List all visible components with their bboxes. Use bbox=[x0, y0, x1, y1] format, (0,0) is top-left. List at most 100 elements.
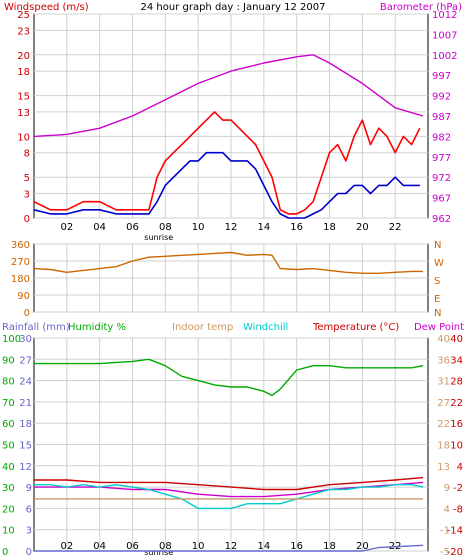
humidity-tick-label: 30 bbox=[2, 483, 15, 494]
direction-tick-label: 180 bbox=[11, 274, 30, 285]
indoor-tick-label: 9 bbox=[444, 483, 450, 494]
temp-tick-label: 34 bbox=[450, 355, 463, 366]
wind-tick-label: 18 bbox=[17, 67, 30, 78]
temp-hour-label: 02 bbox=[60, 541, 73, 552]
compass-label: N bbox=[434, 308, 441, 319]
temp-hour-label: 04 bbox=[93, 541, 106, 552]
rain-tick-label: 21 bbox=[19, 398, 32, 409]
temp-hour-label: 18 bbox=[323, 541, 336, 552]
baro-tick-label: 992 bbox=[432, 92, 451, 103]
humidity-line bbox=[34, 358, 424, 397]
indoor-tick-label: 22 bbox=[437, 419, 450, 430]
baro-axis-title: Barometer (hPa) bbox=[380, 2, 462, 13]
baro-tick-label: 987 bbox=[432, 112, 451, 123]
wind-tick-label: 8 bbox=[24, 149, 30, 160]
compass-label: N bbox=[434, 240, 441, 251]
indoor-tick-label: 18 bbox=[437, 441, 450, 452]
indoor-tick-label: 27 bbox=[437, 398, 450, 409]
wind-tick-label: 23 bbox=[17, 26, 30, 37]
rain-tick-label: 24 bbox=[19, 377, 32, 388]
temp-tick-label: 28 bbox=[450, 377, 463, 388]
temp-tick-label: 16 bbox=[450, 419, 463, 430]
rain-tick-label: 18 bbox=[19, 419, 32, 430]
temp-hour-label: 12 bbox=[225, 541, 238, 552]
temp-tick-label: 10 bbox=[450, 441, 463, 452]
direction-tick-label: 360 bbox=[11, 240, 30, 251]
wind-hour-label: 08 bbox=[159, 222, 172, 233]
windchill-header: Windchill bbox=[243, 322, 288, 333]
wind-hour-label: 02 bbox=[60, 222, 73, 233]
temp-hour-label: 14 bbox=[257, 541, 270, 552]
baro-tick-label: 972 bbox=[432, 173, 451, 184]
barometer-line bbox=[33, 54, 424, 138]
rain-tick-label: 9 bbox=[26, 483, 32, 494]
rainfall-header: Rainfall (mm) bbox=[2, 322, 70, 333]
wind-hour-label: 04 bbox=[93, 222, 106, 233]
compass-label: E bbox=[434, 294, 440, 305]
humidity-header: Humidity % bbox=[68, 322, 126, 333]
direction-tick-label: 0 bbox=[24, 308, 30, 319]
baro-tick-label: 1007 bbox=[432, 30, 457, 41]
rain-tick-label: 15 bbox=[19, 441, 32, 452]
temp-hour-label: 16 bbox=[290, 541, 303, 552]
temperature-header: Temperature (°C) bbox=[312, 322, 399, 333]
wind-hour-label: 14 bbox=[257, 222, 270, 233]
gust-line bbox=[33, 151, 420, 219]
indoor-tick-label: -5 bbox=[440, 547, 450, 556]
chart-title: 24 hour graph day : January 12 2007 bbox=[141, 2, 326, 13]
temp-tick-label: 22 bbox=[450, 398, 463, 409]
temp-tick-label: -2 bbox=[453, 483, 463, 494]
wind-hour-label: 22 bbox=[389, 222, 402, 233]
baro-tick-label: 997 bbox=[432, 71, 451, 82]
wind-hour-label: 16 bbox=[290, 222, 303, 233]
direction-tick-label: 90 bbox=[17, 291, 30, 302]
humidity-tick-label: 80 bbox=[2, 377, 15, 388]
dewpoint-header: Dew Point bbox=[414, 322, 464, 333]
temp-tick-label: -14 bbox=[447, 526, 463, 537]
wind-tick-label: 20 bbox=[17, 51, 30, 62]
indoor-tick-label: 13 bbox=[437, 462, 450, 473]
baro-tick-label: 967 bbox=[432, 194, 451, 205]
temperature-line bbox=[34, 476, 424, 491]
indoor-temp-header: Indoor temp bbox=[172, 322, 233, 333]
wind-hour-label: 20 bbox=[356, 222, 369, 233]
temp-hour-label: 10 bbox=[192, 541, 205, 552]
wind-tick-label: 13 bbox=[17, 108, 30, 119]
humidity-tick-label: 100 bbox=[2, 334, 21, 345]
humidity-tick-label: 60 bbox=[2, 419, 15, 430]
wind-hour-label: 10 bbox=[192, 222, 205, 233]
baro-tick-label: 1002 bbox=[432, 51, 457, 62]
temp-hour-label: 06 bbox=[126, 541, 139, 552]
temp-tick-label: 4 bbox=[457, 462, 463, 473]
sunrise-label: sunrise bbox=[144, 233, 173, 242]
wind-axis-title: Windspeed (m/s) bbox=[4, 2, 89, 13]
direction-tick-label: 270 bbox=[11, 257, 30, 268]
wind-hour-label: 18 bbox=[323, 222, 336, 233]
humidity-tick-label: 90 bbox=[2, 355, 15, 366]
humidity-tick-label: 50 bbox=[2, 441, 15, 452]
wind-hour-label: 12 bbox=[225, 222, 238, 233]
baro-tick-label: 982 bbox=[432, 132, 451, 143]
temp-hour-label: 20 bbox=[356, 541, 369, 552]
wind-tick-label: 5 bbox=[24, 173, 30, 184]
baro-tick-label: 962 bbox=[432, 214, 451, 225]
humidity-tick-label: 70 bbox=[2, 398, 15, 409]
compass-label: W bbox=[434, 258, 444, 269]
compass-label: S bbox=[434, 276, 440, 287]
temp-tick-label: -8 bbox=[453, 504, 463, 515]
humidity-tick-label: 20 bbox=[2, 504, 15, 515]
temp-tick-label: -20 bbox=[447, 547, 463, 556]
wind-tick-label: 25 bbox=[17, 10, 30, 21]
rain-tick-label: 27 bbox=[19, 355, 32, 366]
rain-tick-label: 6 bbox=[26, 504, 32, 515]
indoor-tick-label: 36 bbox=[437, 355, 450, 366]
wind-direction-line bbox=[33, 251, 424, 274]
windspeed-line bbox=[33, 111, 421, 215]
indoor-tick-label: 31 bbox=[437, 377, 450, 388]
indoor-tick-label: 4 bbox=[444, 504, 450, 515]
rain-tick-label: 12 bbox=[19, 462, 32, 473]
windchill-line bbox=[34, 484, 424, 510]
baro-tick-label: 977 bbox=[432, 153, 451, 164]
